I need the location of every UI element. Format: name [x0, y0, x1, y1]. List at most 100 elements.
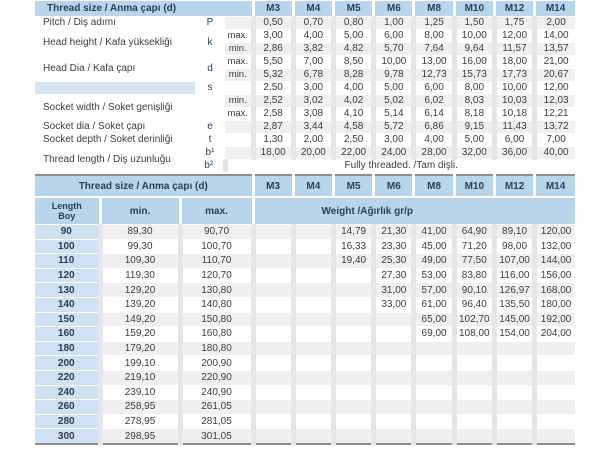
weight-row-110: 110 109,30 110,70 19,40 25,30 49,00 77,50 107,0… — [35, 253, 575, 269]
weight-M14: 192,00 — [532, 312, 575, 327]
weight-M5 — [330, 268, 374, 283]
weight-row-120: 120 119,30 120,70 27,30 53,00 83,80 116,00 156,… — [35, 268, 575, 283]
weight-row-100: 100 99,30 100,70 16,33 23,30 45,00 71,20 98,00 1… — [35, 239, 575, 254]
value-M6: 5,70 — [371, 42, 414, 56]
value-M3: 2,86 — [250, 42, 294, 56]
value-M14: 13,72 — [532, 120, 575, 134]
max-length-cell: 261,05 — [177, 399, 254, 415]
value-M14: 20,67 — [532, 68, 575, 82]
weight-M8 — [411, 370, 455, 386]
value-M5: 4,58 — [330, 120, 374, 134]
length-cell: 120 — [35, 268, 100, 283]
length-cell: 180 — [35, 341, 100, 356]
value-M3: 5,50 — [250, 55, 294, 69]
min-length-cell: 149,20 — [97, 312, 180, 327]
value-M14: 2,00 — [532, 16, 575, 30]
length-cell: 160 — [35, 326, 100, 342]
dimension-row: Socket width / Soket genişliği min. 2,52 3,… — [35, 94, 575, 121]
min-length-cell: 139,20 — [97, 297, 180, 313]
weight-M8: 41,00 — [411, 224, 455, 240]
minmax-qualifier — [225, 16, 254, 30]
value-M6: 5,72 — [371, 120, 414, 134]
column-header-M14: M14 — [533, 175, 575, 197]
weight-M6 — [371, 370, 414, 386]
value-M4: 3,82 — [290, 42, 334, 56]
value-M6: 24,00 — [371, 146, 414, 160]
weight-M12: 116,00 — [491, 268, 535, 283]
length-cell: 220 — [35, 370, 100, 386]
value-M6: 10,00 — [371, 55, 414, 69]
value-M3: 2,58 — [250, 107, 294, 121]
weight-M3 — [250, 399, 294, 415]
weight-M10: 77,50 — [451, 253, 495, 269]
weight-M4 — [290, 239, 334, 254]
min-column-header: min. — [98, 196, 180, 225]
max-length-cell: 90,70 — [177, 224, 254, 240]
value-M8: 8,00 — [411, 29, 455, 43]
column-header-M5: M5 — [331, 175, 374, 197]
symbol-cell: d — [195, 55, 225, 82]
value-M8: 12,73 — [411, 68, 455, 82]
weight-M12: 154,00 — [491, 326, 535, 342]
weight-M4 — [290, 282, 334, 298]
value-M12: 18,00 — [491, 55, 535, 69]
max-column-header: max. — [178, 196, 254, 225]
value-M12: 10,00 — [491, 81, 535, 95]
length-cell: 110 — [35, 253, 100, 269]
weight-row-240: 240 239,10 240,90 — [35, 385, 575, 400]
dimensions-table: Thread size / Anma çapı (d) M3 M4 M5 M6 M8 M1… — [35, 1, 575, 172]
weight-M3 — [250, 239, 294, 254]
weight-M12 — [491, 428, 535, 444]
weight-M10 — [451, 370, 495, 386]
weight-M14 — [532, 399, 575, 415]
weight-table-title: Thread size / Anma çapı (d) — [35, 175, 254, 197]
value-M3: 2,52 — [250, 94, 294, 108]
value-M5: 22,00 — [330, 146, 374, 160]
symbol-cell: k — [195, 29, 225, 56]
column-header-M5: M5 — [331, 1, 374, 17]
value-M3: 2,50 — [250, 81, 294, 95]
dimensions-table-title: Thread size / Anma çapı (d) — [35, 1, 254, 17]
weight-header-row: Thread size / Anma çapı (d) M3 M4 M5 M6 M8 M1… — [35, 175, 575, 197]
minmax-qualifier — [225, 146, 254, 160]
weight-row-150: 150 149,20 150,80 65,00 102,70 145,00 192,00 — [35, 312, 575, 327]
weight-M6 — [371, 414, 414, 429]
weight-M5 — [330, 428, 374, 444]
weight-M4 — [290, 399, 334, 415]
value-M8: 1,25 — [411, 16, 455, 30]
max-length-cell: 130,80 — [177, 282, 254, 298]
weight-M12 — [491, 414, 535, 429]
column-header-M3: M3 — [251, 175, 294, 197]
weight-M6 — [371, 326, 414, 342]
value-M4: 3,00 — [290, 81, 334, 95]
dimension-row: Pitch / Diş adımı P 0,50 0,70 0,80 1,00 1,25 1,… — [35, 16, 575, 30]
dimension-row: min. 2,86 3,82 4,82 5,70 7,64 9,64 11,57 13,57 — [35, 42, 575, 56]
weight-M14 — [532, 428, 575, 444]
weight-M4 — [290, 253, 334, 269]
value-M3: 0,50 — [250, 16, 294, 30]
value-M3: 5,32 — [250, 68, 294, 82]
weight-M12: 126,97 — [491, 282, 535, 298]
weight-span-header: Weight /Ağırlık gr/p — [251, 196, 575, 225]
weight-M3 — [250, 282, 294, 298]
max-length-cell: 301,05 — [177, 428, 254, 444]
fully-threaded-note: Fully threaded. /Tam dişli. — [222, 159, 575, 172]
weight-M14: 204,00 — [532, 326, 575, 342]
value-M5: 4,02 — [330, 94, 374, 108]
weight-M5 — [330, 312, 374, 327]
min-length-cell: 179,20 — [97, 341, 180, 356]
min-length-cell: 278,95 — [97, 414, 180, 429]
max-length-cell: 150,80 — [177, 312, 254, 327]
value-M4: 0,70 — [290, 16, 334, 30]
weight-M14 — [532, 414, 575, 429]
weight-M12: 89,10 — [491, 224, 535, 240]
value-M3: 18,00 — [250, 146, 294, 160]
weight-M12: 135,50 — [491, 297, 535, 313]
value-M3: 2,87 — [250, 120, 294, 134]
weight-row-300: 300 298,95 301,05 — [35, 428, 575, 444]
value-M14: 7,00 — [532, 133, 575, 147]
weight-M3 — [250, 297, 294, 313]
value-M10: 8,00 — [451, 81, 495, 95]
value-M10: 15,73 — [451, 68, 495, 82]
